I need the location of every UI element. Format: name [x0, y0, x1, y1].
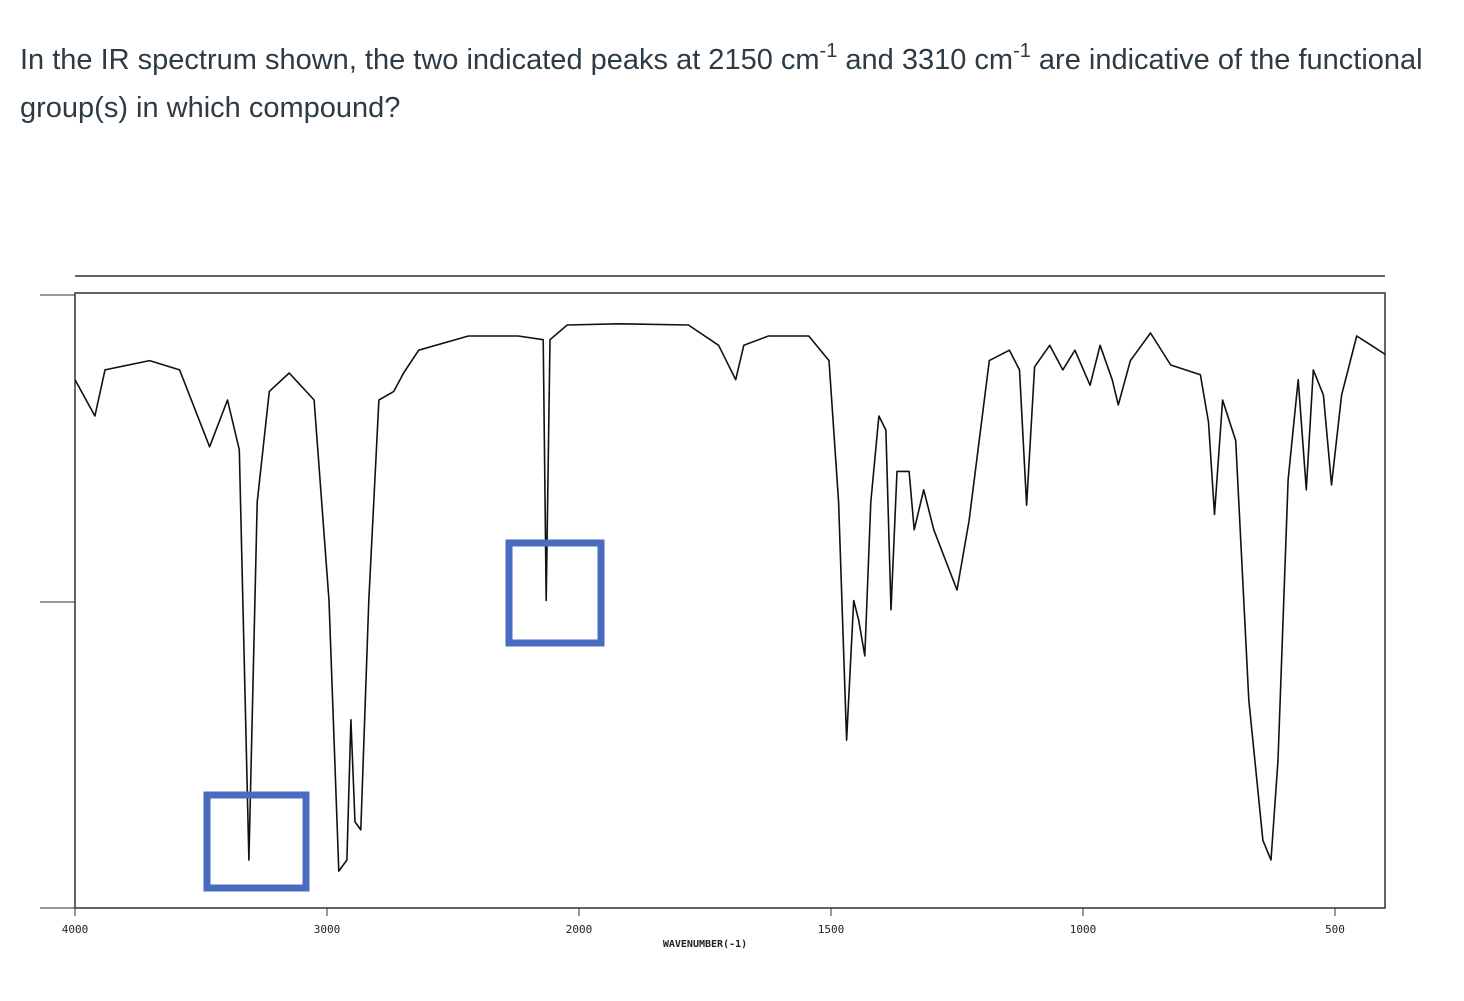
- x-tick-label: 2000: [566, 923, 593, 936]
- question: In the IR spectrum shown, the two indica…: [20, 36, 1440, 132]
- x-tick-label: 4000: [62, 923, 89, 936]
- plot-frame: [74, 292, 1386, 909]
- spectrum-line: [74, 323, 1386, 872]
- x-tick-label: 3000: [314, 923, 341, 936]
- question-text: In the IR spectrum shown, the two indica…: [20, 44, 820, 76]
- superscript: -1: [819, 40, 838, 62]
- plot: 4000 3000 2000 1500 1000 500: [62, 323, 1386, 936]
- x-axis-label: WAVENUMBER(-1): [663, 939, 747, 950]
- x-tick-label: 500: [1325, 923, 1345, 936]
- highlight-box: [505, 539, 605, 647]
- question-text: are indicative of the functional group(s…: [20, 44, 1423, 124]
- superscript: -1: [1013, 40, 1031, 62]
- x-tick-label: 1500: [818, 923, 845, 936]
- x-tick-label: 1000: [1070, 923, 1097, 936]
- highlight-box: [203, 791, 310, 892]
- question-text: and 3310 cm: [837, 44, 1014, 76]
